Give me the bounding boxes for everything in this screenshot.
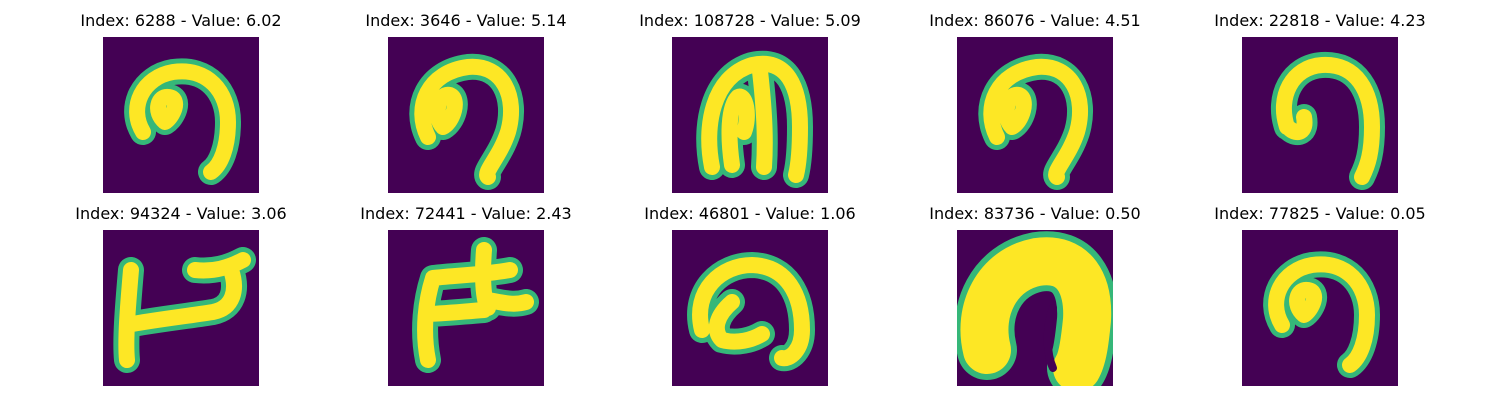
glyph-image xyxy=(103,230,259,386)
stroke-core xyxy=(118,252,251,368)
glyph-image xyxy=(1242,230,1398,386)
glyph-image xyxy=(1242,37,1398,193)
glyph-svg xyxy=(103,37,259,193)
glyph-svg xyxy=(672,37,828,193)
glyph-svg xyxy=(1242,37,1398,193)
image-panel: Index: 77825 - Value: 0.05 xyxy=(1214,204,1426,386)
glyph-image xyxy=(957,230,1113,386)
glyph-image xyxy=(672,37,828,193)
glyph-image xyxy=(388,230,544,386)
image-panel: Index: 46801 - Value: 1.06 xyxy=(644,204,856,386)
stroke-core xyxy=(1275,56,1380,185)
panel-title: Index: 46801 - Value: 1.06 xyxy=(644,204,856,223)
panel-title: Index: 77825 - Value: 0.05 xyxy=(1214,204,1426,223)
glyph-svg xyxy=(957,230,1113,386)
image-panel: Index: 108728 - Value: 5.09 xyxy=(639,11,861,193)
image-panel: Index: 6288 - Value: 6.02 xyxy=(80,11,282,193)
panel-title: Index: 6288 - Value: 6.02 xyxy=(80,11,282,30)
stroke-core xyxy=(417,242,534,368)
stroke-core xyxy=(414,58,520,185)
glyph-svg xyxy=(1242,230,1398,386)
panel-title: Index: 3646 - Value: 5.14 xyxy=(365,11,567,30)
stroke-core xyxy=(983,58,1089,185)
glyph-svg xyxy=(672,230,828,386)
panel-title: Index: 22818 - Value: 4.23 xyxy=(1214,11,1426,30)
glyph-svg xyxy=(388,230,544,386)
panel-title: Index: 108728 - Value: 5.09 xyxy=(639,11,861,30)
stroke-core xyxy=(701,55,808,183)
glyph-svg xyxy=(103,230,259,386)
panel-title: Index: 94324 - Value: 3.06 xyxy=(75,204,287,223)
panel-title: Index: 72441 - Value: 2.43 xyxy=(360,204,572,223)
image-panel: Index: 83736 - Value: 0.50 xyxy=(929,204,1141,386)
glyph-svg xyxy=(388,37,544,193)
image-panel: Index: 22818 - Value: 4.23 xyxy=(1214,11,1426,193)
image-panel: Index: 94324 - Value: 3.06 xyxy=(75,204,287,386)
image-panel: Index: 72441 - Value: 2.43 xyxy=(360,204,572,386)
image-panel: Index: 3646 - Value: 5.14 xyxy=(365,11,567,193)
image-panel: Index: 86076 - Value: 4.51 xyxy=(929,11,1141,193)
panel-title: Index: 83736 - Value: 0.50 xyxy=(929,204,1141,223)
glyph-image xyxy=(672,230,828,386)
glyph-image xyxy=(388,37,544,193)
glyph-image xyxy=(957,37,1113,193)
panel-title: Index: 86076 - Value: 4.51 xyxy=(929,11,1141,30)
blob-gap xyxy=(1043,304,1057,372)
glyph-svg xyxy=(957,37,1113,193)
stroke-core xyxy=(692,257,810,367)
stroke-core xyxy=(129,63,236,180)
stroke-core xyxy=(1268,256,1375,373)
glyph-image xyxy=(103,37,259,193)
stroke-core xyxy=(960,237,1112,386)
